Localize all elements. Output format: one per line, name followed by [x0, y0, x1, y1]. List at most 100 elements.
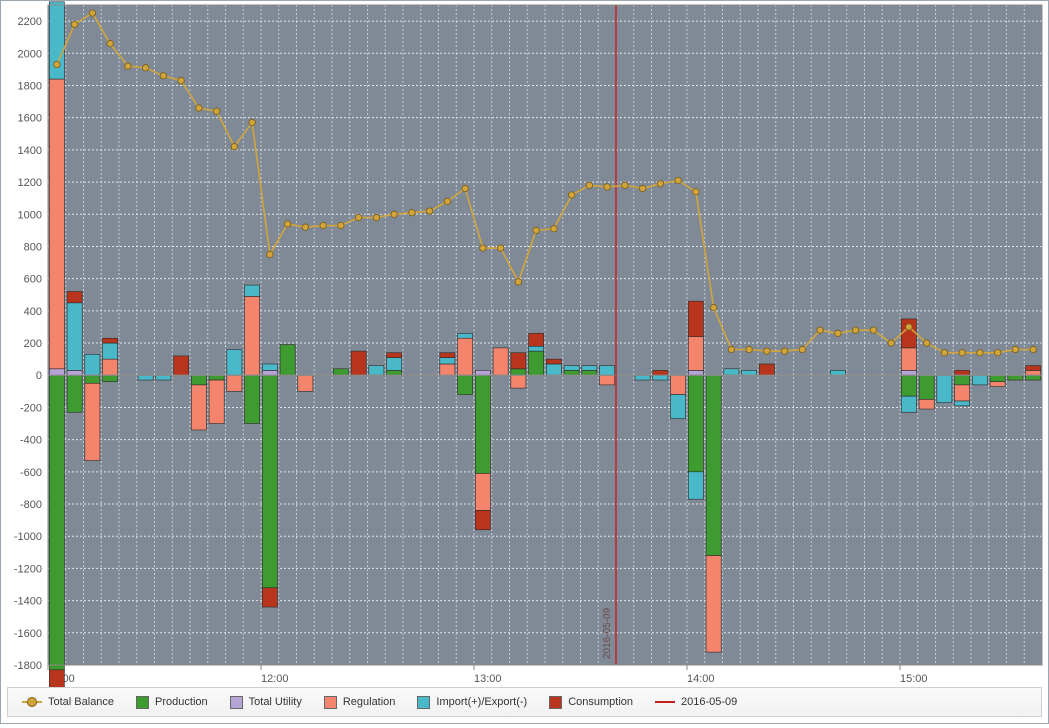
balance-point [923, 340, 929, 346]
bar-production [706, 375, 721, 555]
svg-text:2200: 2200 [18, 16, 42, 28]
bar-consumption [67, 292, 82, 303]
svg-text:14:00: 14:00 [687, 673, 715, 685]
balance-point [284, 221, 290, 227]
bar-total-utility [67, 370, 82, 375]
svg-text:-600: -600 [20, 467, 42, 479]
bar-production [245, 375, 260, 423]
bar-production [458, 375, 473, 394]
balance-point [71, 21, 77, 27]
legend-item-consumption[interactable]: Consumption [549, 696, 633, 709]
balance-point [870, 327, 876, 333]
svg-text:12:00: 12:00 [261, 673, 289, 685]
bar-production [475, 375, 490, 473]
legend-item-import-export-[interactable]: Import(+)/Export(-) [417, 696, 527, 709]
legend-item-total-utility[interactable]: Total Utility [230, 696, 302, 709]
bar-regulation [1026, 370, 1041, 375]
balance-point [249, 119, 255, 125]
marker-line-label: 2016-05-09 [602, 607, 613, 659]
balance-point [391, 211, 397, 217]
bar-total-utility [475, 370, 490, 375]
bar-consumption [351, 351, 366, 375]
bar-regulation [85, 383, 100, 460]
bar-import-export- [582, 366, 597, 371]
balance-point [533, 227, 539, 233]
bar-import-export- [245, 285, 260, 296]
bar-regulation [227, 375, 242, 391]
bar-import-export- [653, 375, 668, 380]
balance-point [373, 214, 379, 220]
balance-point [142, 65, 148, 71]
balance-point [586, 182, 592, 188]
bar-production [67, 375, 82, 412]
bar-consumption [901, 319, 916, 348]
legend-item-production[interactable]: Production [136, 696, 208, 709]
legend-label: Total Utility [249, 696, 302, 708]
bar-production [1026, 375, 1041, 380]
balance-point [764, 348, 770, 354]
bar-regulation [919, 399, 934, 409]
svg-text:1200: 1200 [18, 177, 42, 189]
bar-import-export- [156, 375, 171, 380]
bar-production [919, 375, 934, 399]
balance-point [994, 350, 1000, 356]
legend-item-regulation[interactable]: Regulation [324, 696, 396, 709]
balance-point [959, 350, 965, 356]
balance-point [231, 143, 237, 149]
svg-text:-1600: -1600 [14, 628, 42, 640]
bar-import-export- [138, 375, 153, 380]
bar-consumption [688, 301, 703, 336]
legend-swatch [230, 696, 243, 709]
bar-import-export- [458, 333, 473, 338]
bar-regulation [103, 359, 118, 375]
svg-text:-1200: -1200 [14, 563, 42, 575]
balance-point [267, 251, 273, 257]
svg-text:-1000: -1000 [14, 531, 42, 543]
plot-area: -1800-1600-1400-1200-1000-800-600-400-20… [1, 1, 1048, 723]
balance-point [497, 245, 503, 251]
svg-text:400: 400 [24, 306, 42, 318]
bar-import-export- [262, 364, 277, 370]
balance-point [835, 330, 841, 336]
bar-import-export- [830, 370, 845, 375]
bar-consumption [475, 510, 490, 529]
bar-regulation [901, 348, 916, 371]
bar-regulation [688, 337, 703, 371]
bar-import-export- [724, 369, 739, 375]
legend-swatch [655, 701, 675, 703]
balance-point [622, 182, 628, 188]
bar-import-export- [972, 375, 987, 385]
balance-point [781, 348, 787, 354]
legend-label: Total Balance [48, 696, 114, 708]
bar-regulation [511, 375, 526, 388]
balance-point [196, 105, 202, 111]
bar-consumption [955, 370, 970, 375]
bar-consumption [174, 356, 189, 375]
balance-point [320, 222, 326, 228]
balance-point [480, 245, 486, 251]
bar-import-export- [67, 303, 82, 371]
svg-text:1400: 1400 [18, 145, 42, 157]
bar-import-export- [85, 354, 100, 375]
bar-production [280, 345, 295, 376]
legend: Total Balance Production Total Utility Regu… [7, 687, 1042, 717]
svg-text:-200: -200 [20, 402, 42, 414]
svg-text:15:00: 15:00 [900, 673, 928, 685]
bar-total-utility [901, 370, 916, 375]
bar-consumption [440, 353, 455, 358]
bar-import-export- [955, 401, 970, 406]
balance-point [1030, 346, 1036, 352]
balance-point [1012, 346, 1018, 352]
legend-item-2016-05-09[interactable]: 2016-05-09 [655, 696, 737, 708]
bar-production [582, 370, 597, 375]
bar-consumption [262, 588, 277, 607]
balance-point [551, 226, 557, 232]
legend-item-total-balance[interactable]: Total Balance [22, 696, 114, 708]
svg-text:600: 600 [24, 274, 42, 286]
bar-regulation [298, 375, 313, 391]
bar-regulation [209, 380, 224, 423]
svg-text:200: 200 [24, 338, 42, 350]
svg-text:1000: 1000 [18, 209, 42, 221]
legend-swatch [22, 701, 42, 703]
bar-import-export- [103, 343, 118, 359]
